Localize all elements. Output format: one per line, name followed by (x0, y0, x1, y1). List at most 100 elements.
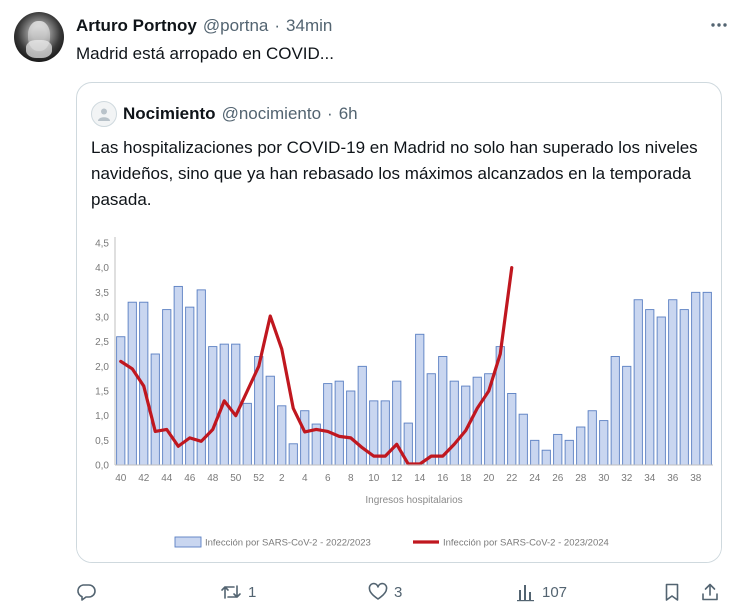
quoted-tweet-text: Las hospitalizaciones por COVID-19 en Ma… (91, 138, 698, 209)
x-tick-label: 22 (506, 473, 518, 484)
hospitalizations-chart: 0,00,51,01,52,02,53,03,54,04,540 42 44 46 48… (77, 225, 721, 562)
default-avatar-icon (98, 108, 110, 121)
tweet-actions: 1 3 107 (76, 578, 726, 606)
chart-bar (265, 375, 275, 466)
chart-bar (334, 380, 344, 466)
share-button[interactable] (700, 578, 720, 606)
chart-bar (449, 380, 459, 466)
like-count: 3 (394, 583, 403, 601)
chart-bar (426, 373, 436, 466)
x-tick-label: 44 (161, 473, 173, 484)
chart-bar (231, 343, 241, 466)
tweet-timestamp[interactable]: 34min (286, 16, 333, 35)
views-count: 107 (542, 583, 568, 601)
chart-bar (277, 405, 287, 466)
chart-bar (242, 402, 252, 466)
chart-bar (679, 309, 689, 466)
quoted-avatar (91, 101, 117, 127)
chart-bar (150, 353, 160, 466)
chart-bar (541, 449, 551, 466)
chart-bar (208, 346, 218, 466)
chart-bar (553, 433, 563, 466)
chart-bar (587, 410, 597, 466)
separator-dot: · (274, 16, 281, 35)
x-tick-label: 36 (667, 473, 679, 484)
chart-bar (162, 309, 172, 466)
legend-bar-swatch (174, 536, 202, 548)
x-tick-label: 16 (437, 473, 449, 484)
chart-bar (656, 316, 666, 466)
y-tick-label: 2,0 (95, 362, 109, 373)
user-avatar[interactable] (14, 12, 64, 62)
reply-button[interactable] (76, 578, 102, 606)
x-tick-label: 28 (575, 473, 587, 484)
retweet-icon (221, 585, 241, 599)
share-icon (702, 583, 718, 601)
retweet-button[interactable]: 1 (220, 578, 256, 606)
chart-bar (323, 383, 333, 466)
y-tick-label: 3,5 (95, 288, 109, 299)
bookmark-button[interactable] (662, 578, 682, 606)
y-tick-label: 4,0 (95, 263, 109, 274)
x-tick-label: 42 (138, 473, 150, 484)
chart-bar (346, 390, 356, 466)
x-tick-label: 48 (207, 473, 219, 484)
x-tick-label: 12 (391, 473, 403, 484)
x-tick-label: 34 (644, 473, 656, 484)
chart-bar (173, 285, 183, 466)
chart-bar (507, 393, 517, 466)
chart-line-series (119, 266, 514, 466)
quoted-tweet[interactable]: Nocimiento @nocimiento · 6h Las hospital… (76, 82, 722, 563)
avatar-beard (26, 40, 52, 58)
chart-bar (415, 333, 425, 466)
x-tick-label: 18 (460, 473, 472, 484)
views-button[interactable]: 107 (516, 578, 567, 606)
chart-bar (116, 336, 126, 466)
chart-bar (518, 413, 528, 466)
display-name[interactable]: Arturo Portnoy (76, 16, 197, 35)
x-tick-label: 30 (598, 473, 610, 484)
more-options-button[interactable] (708, 14, 730, 36)
x-tick-label: 32 (621, 473, 633, 484)
x-tick-label: 24 (529, 473, 541, 484)
quoted-separator-dot: · (327, 104, 333, 123)
y-tick-label: 0,0 (95, 461, 109, 472)
x-tick-label: 4 (302, 473, 308, 484)
chart-bar (127, 301, 137, 466)
legend-label: Infección por SARS-CoV-2 - 2023/2024 (443, 538, 609, 549)
more-icon (711, 23, 727, 27)
chart-bar (622, 365, 632, 466)
x-tick-label: 38 (690, 473, 702, 484)
like-icon (368, 582, 388, 600)
y-tick-label: 3,0 (95, 313, 109, 324)
x-tick-label: 46 (184, 473, 196, 484)
y-tick-label: 1,5 (95, 387, 109, 398)
chart-bar (472, 376, 482, 466)
retweet-count: 1 (248, 583, 257, 601)
chart-bar (610, 356, 620, 466)
x-tick-label: 50 (230, 473, 242, 484)
x-tick-label: 2 (279, 473, 285, 484)
x-tick-label: 14 (414, 473, 426, 484)
x-tick-label: 26 (552, 473, 564, 484)
chart-bar (691, 291, 701, 466)
chart-bar (438, 356, 448, 466)
y-tick-label: 4,5 (95, 239, 109, 250)
chart-bar (530, 439, 540, 466)
quoted-user-handle: @nocimiento (221, 104, 322, 123)
chart-bar (288, 443, 298, 466)
user-handle[interactable]: @portna (202, 16, 269, 35)
x-tick-label: 20 (483, 473, 495, 484)
x-tick-label: 40 (115, 473, 127, 484)
bookmark-icon (665, 583, 679, 601)
quoted-tweet-header: Nocimiento @nocimiento · 6h (91, 101, 358, 127)
quoted-display-name: Nocimiento (123, 104, 216, 123)
views-icon (517, 585, 534, 602)
tweet-text: Madrid está arropado en COVID... (76, 44, 334, 63)
legend-label: Infección por SARS-CoV-2 - 2022/2023 (205, 538, 371, 549)
y-tick-label: 1,0 (95, 411, 109, 422)
x-tick-label: 10 (368, 473, 380, 484)
like-button[interactable]: 3 (368, 578, 402, 606)
quoted-timestamp: 6h (338, 104, 358, 123)
